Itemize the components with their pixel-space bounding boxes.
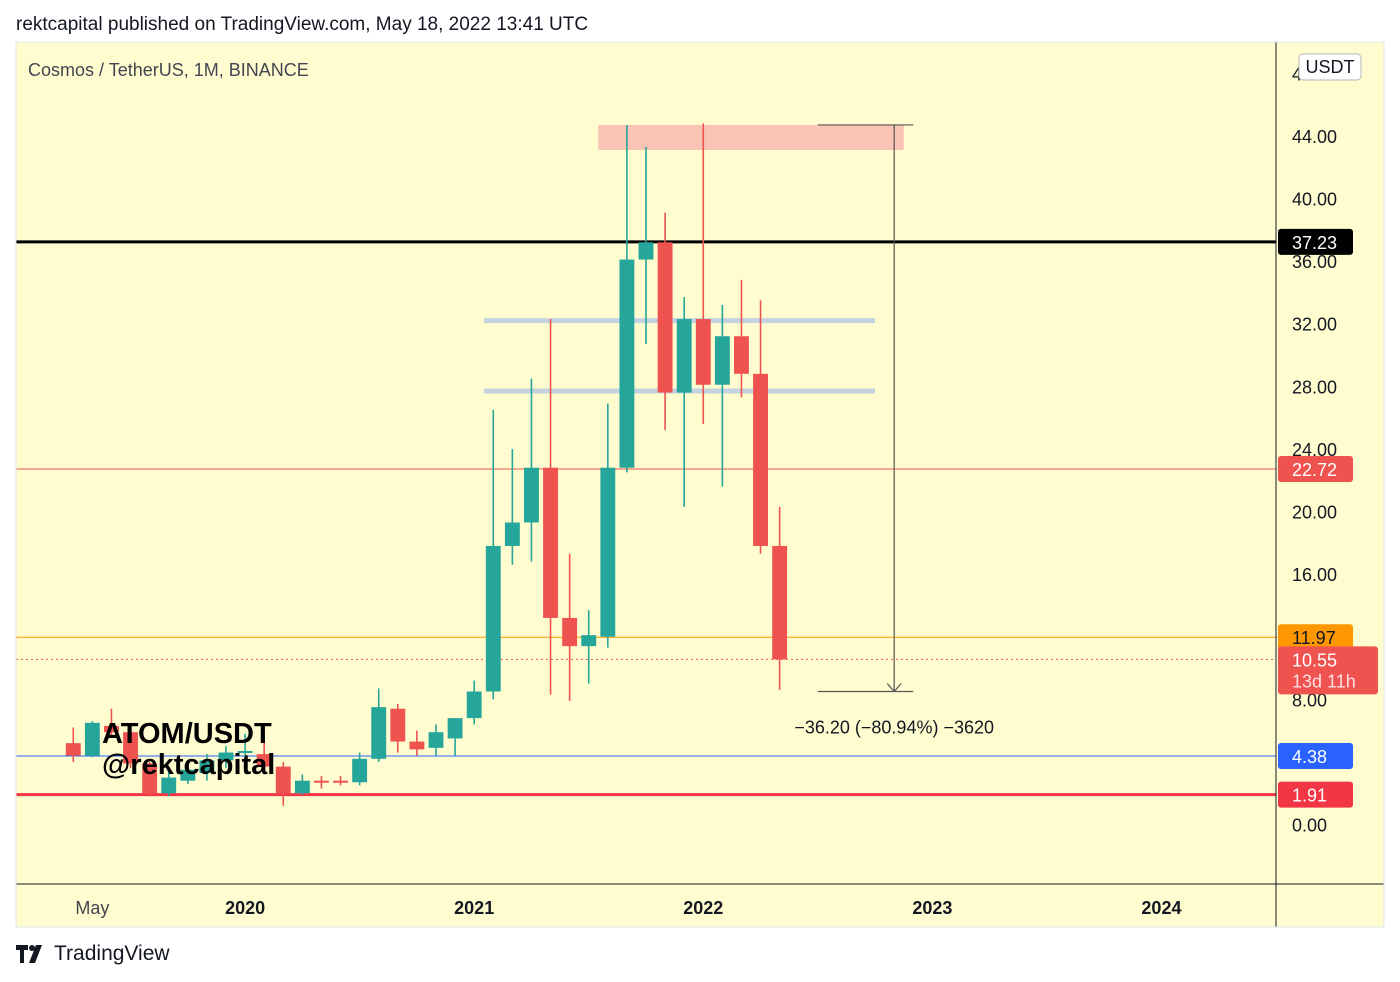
watermark-author: @rektcapital: [102, 749, 275, 781]
candle-body: [199, 760, 215, 773]
candle-body: [695, 319, 711, 385]
tradingview-logo-icon: [16, 945, 42, 963]
published-caption: rektcapital published on TradingView.com…: [16, 14, 589, 35]
candle-body: [524, 467, 539, 523]
candle-body: [84, 722, 100, 756]
candle-body: [447, 718, 463, 739]
candle-body: [237, 750, 253, 753]
level-price-text: 37.23: [1292, 233, 1337, 253]
level-price-tag: [1278, 228, 1353, 255]
y-tick-label: 8.00: [1292, 690, 1327, 710]
candle-body: [504, 522, 520, 546]
candle-body: [275, 766, 291, 794]
y-tick-label: 16.00: [1292, 565, 1337, 585]
x-tick-label: May: [75, 898, 109, 918]
y-tick-label: 28.00: [1292, 377, 1337, 397]
candle-body: [294, 780, 310, 794]
y-tick-label: 32.00: [1292, 315, 1337, 335]
y-tick-label: 40.00: [1292, 190, 1337, 210]
level-price-tag: [1278, 624, 1353, 651]
y-tick-label: 36.00: [1292, 252, 1337, 272]
candle-body: [104, 725, 119, 733]
candle-body: [409, 741, 425, 750]
candle-body: [581, 635, 597, 647]
measure-label: −36.20 (−80.94%) −3620: [794, 717, 994, 737]
watermark-pair: ATOM/USDT: [102, 718, 272, 750]
level-price-tag: [1278, 781, 1353, 808]
currency-badge: [1298, 53, 1362, 81]
level-price-text: 1.91: [1292, 786, 1327, 806]
candle-body: [142, 763, 158, 794]
y-tick-label: 0.00: [1292, 816, 1327, 836]
x-tick-label: 2021: [454, 898, 494, 918]
candle-body: [371, 707, 387, 759]
candle-body: [772, 545, 788, 660]
level-price-text: 11.97: [1292, 628, 1336, 648]
candle-body: [161, 777, 177, 794]
x-tick-label: 2024: [1141, 898, 1181, 918]
candle-body: [543, 467, 558, 618]
tradingview-logo[interactable]: TradingView: [16, 942, 170, 966]
x-tick-label: 2023: [912, 898, 952, 918]
x-tick-label: 2022: [683, 898, 723, 918]
y-tick-label: 44.00: [1292, 127, 1337, 147]
last-price-tag: [1278, 646, 1378, 695]
currency-label: USDT: [1306, 57, 1355, 77]
candle-body: [314, 780, 329, 783]
candle-body: [676, 319, 692, 393]
candle-body: [333, 780, 348, 783]
x-tick-label: 2020: [225, 898, 265, 918]
candle-body: [123, 732, 138, 764]
candle-body: [180, 769, 196, 781]
y-tick-label: 20.00: [1292, 503, 1337, 523]
candlestick-chart[interactable]: −36.20 (−80.94%) −3620 0.00 8.00 16.00 20.0…: [0, 0, 1400, 940]
candle-body: [428, 732, 444, 748]
candle-body: [218, 752, 234, 761]
resistance-zone: [598, 124, 904, 150]
candle-body: [256, 754, 272, 767]
y-tick-label: 24.00: [1292, 440, 1337, 460]
candle-body: [390, 708, 406, 742]
countdown-text: 13d 11h: [1292, 671, 1356, 691]
last-price-text: 10.55: [1292, 650, 1337, 670]
level-price-tag: [1278, 455, 1353, 482]
level-price-text: 22.72: [1292, 460, 1337, 480]
measure-arrow-icon: [886, 683, 902, 693]
candle-body: [352, 758, 368, 783]
candle-body: [562, 617, 578, 647]
candle-body: [485, 545, 501, 692]
tradingview-wordmark: TradingView: [54, 942, 170, 965]
candle-body: [714, 336, 730, 385]
candle-body: [638, 242, 654, 260]
symbol-label: Cosmos / TetherUS, 1M, BINANCE: [28, 60, 309, 80]
candle-body: [734, 336, 749, 374]
candle-body: [753, 373, 768, 546]
chart-frame: [15, 41, 1385, 928]
candle-body: [466, 691, 482, 719]
candle-body: [600, 467, 616, 637]
plot-background: [16, 42, 1384, 927]
level-price-text: 4.38: [1292, 747, 1327, 767]
candle-body: [65, 743, 81, 756]
candle-body: [619, 259, 635, 468]
candle-body: [657, 242, 673, 393]
level-price-tag: [1278, 742, 1353, 769]
